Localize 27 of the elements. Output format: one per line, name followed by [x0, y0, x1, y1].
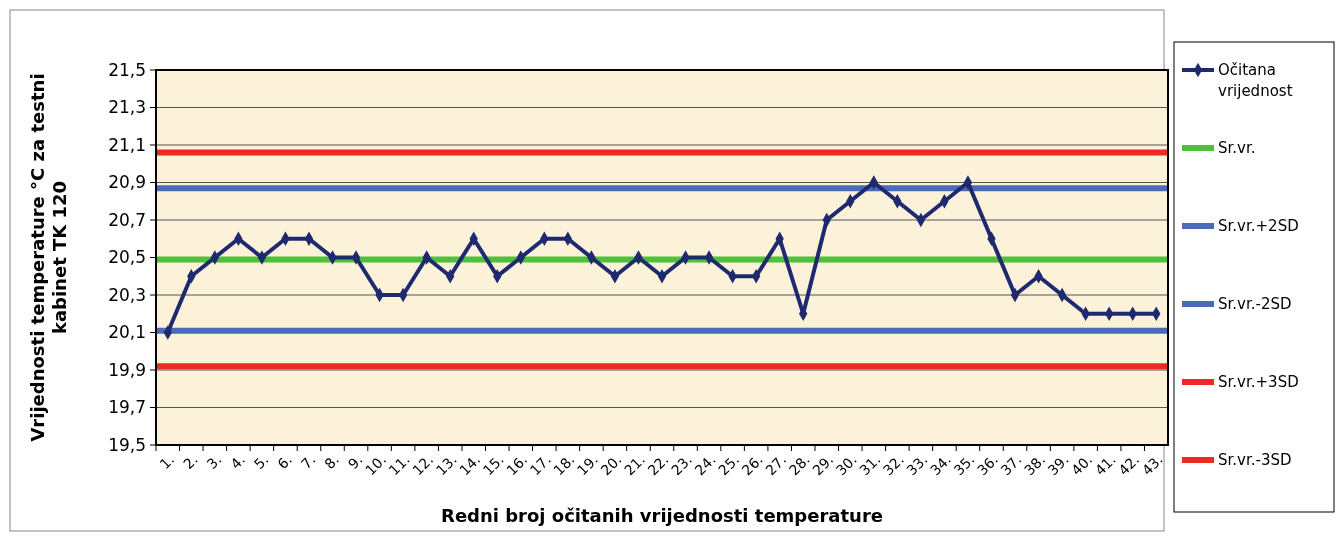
- y-tick-label: 20,5: [108, 247, 146, 268]
- legend-label: Sr.vr.-3SD: [1218, 451, 1292, 470]
- x-tick-label: 7.: [297, 451, 319, 473]
- y-tick-label: 20,1: [108, 322, 146, 343]
- y-tick-label: 20,7: [108, 209, 146, 230]
- x-tick-label: 5.: [250, 451, 272, 473]
- x-tick-label: 1.: [156, 451, 178, 473]
- y-tick-label: 20,9: [108, 172, 146, 193]
- legend-label: Sr.vr.: [1218, 139, 1256, 158]
- y-tick-label: 20,3: [108, 284, 146, 305]
- x-axis-title: Redni broj očitanih vrijednosti temperature: [441, 505, 883, 526]
- legend-label: Sr.vr.+3SD: [1218, 373, 1299, 392]
- y-axis-title: Vrijednosti temperature °C za testni kabinet TK 120: [27, 73, 70, 442]
- legend-label: Sr.vr.-2SD: [1218, 295, 1292, 314]
- y-tick-label: 19,9: [108, 359, 146, 380]
- x-tick-label: 2.: [180, 451, 201, 473]
- y-tick-label: 19,5: [108, 434, 146, 455]
- x-tick-label: 6.: [274, 451, 296, 473]
- x-tick-label: 3.: [203, 451, 225, 473]
- x-tick-label: 8.: [321, 451, 343, 473]
- legend-label: Očitana vrijednost: [1218, 61, 1293, 101]
- y-tick-label: 21,3: [108, 97, 146, 118]
- y-tick-label: 19,7: [108, 397, 146, 418]
- x-tick-label: 4.: [227, 451, 248, 473]
- y-tick-label: 21,1: [108, 134, 146, 155]
- y-tick-label: 21,5: [108, 59, 146, 80]
- legend-label: Sr.vr.+2SD: [1218, 217, 1299, 236]
